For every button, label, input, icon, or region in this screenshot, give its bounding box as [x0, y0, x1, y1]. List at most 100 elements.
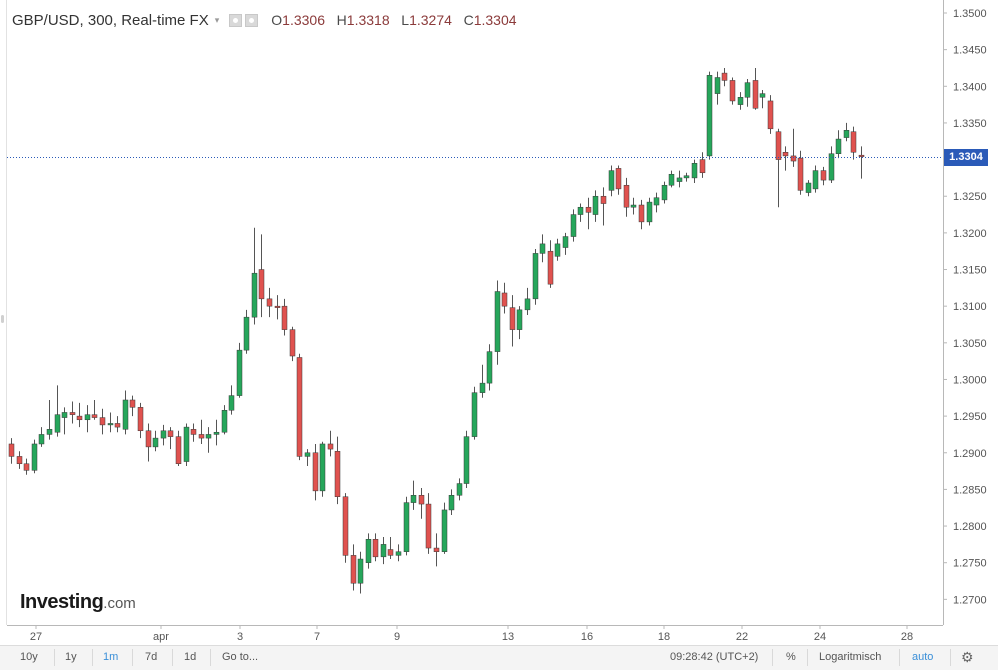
- symbol-title[interactable]: GBP/USD, 300, Real-time FX: [12, 11, 209, 29]
- candle-body-up: [463, 436, 470, 484]
- candle-body-up: [570, 214, 577, 237]
- candle-body-up: [357, 558, 364, 584]
- panel-collapse-handle[interactable]: [0, 312, 6, 326]
- candle-body-down: [433, 547, 440, 552]
- candle-body-up: [592, 195, 599, 215]
- x-tick-label: 18: [658, 631, 670, 643]
- candle-body-down: [23, 463, 30, 471]
- x-tick-label: 28: [901, 631, 913, 643]
- candle-body-down: [281, 305, 288, 330]
- candle-body-up: [668, 173, 675, 186]
- range-7d-button[interactable]: 7d: [145, 651, 158, 663]
- candle-body-up: [608, 170, 615, 191]
- candle-body-up: [38, 434, 45, 445]
- gear-icon[interactable]: [245, 13, 259, 27]
- close-value: 1.3304: [473, 12, 517, 28]
- candle-body-up: [122, 399, 129, 430]
- y-tick-label: 1.2900: [953, 448, 987, 460]
- candle-body-up: [441, 509, 448, 552]
- candle-body-down: [850, 131, 857, 153]
- candle-body-up: [380, 544, 387, 558]
- candle-body-up: [653, 197, 660, 206]
- candle-body-down: [129, 399, 136, 408]
- candle-body-up: [661, 184, 668, 201]
- candle-body-up: [54, 414, 61, 433]
- candle-body-up: [835, 138, 842, 154]
- candle-body-up: [456, 483, 463, 496]
- range-10y-button[interactable]: 10y: [20, 651, 38, 663]
- candle-body-down: [372, 538, 379, 558]
- low-label: L: [401, 12, 410, 28]
- range-1m-button[interactable]: 1m: [103, 651, 119, 663]
- y-tick-label: 1.3000: [953, 374, 987, 386]
- candle-body-down: [858, 154, 865, 157]
- candle-body-down: [16, 456, 23, 465]
- y-tick-label: 1.3200: [953, 228, 987, 240]
- x-tick-label: 16: [581, 631, 593, 643]
- candle-body-up: [61, 412, 68, 418]
- candle-body-down: [327, 443, 334, 450]
- price-chart[interactable]: 1.35001.34501.34001.33501.33001.32501.32…: [0, 0, 998, 645]
- candle-body-up: [31, 443, 38, 471]
- symbol-dropdown-caret-icon[interactable]: ▾: [214, 14, 220, 25]
- open-value: 1.3306: [282, 12, 325, 28]
- y-tick-label: 1.3050: [953, 338, 987, 350]
- chart-header: GBP/USD, 300, Real-time FX ▾ O1.3306 H1.…: [12, 10, 517, 30]
- candle-body-up: [805, 182, 812, 193]
- candle-body-down: [767, 100, 774, 130]
- candle-body-up: [410, 495, 417, 503]
- candle-body-up: [744, 82, 751, 98]
- x-tick-label: apr: [153, 631, 169, 643]
- candle-body-up: [304, 452, 311, 457]
- x-tick-label: 3: [237, 631, 243, 643]
- x-tick-label: 27: [30, 631, 42, 643]
- candle-body-up: [160, 430, 167, 439]
- candle-body-down: [350, 555, 357, 584]
- candle-body-down: [509, 307, 516, 330]
- y-tick-label: 1.3250: [953, 191, 987, 203]
- candle-body-up: [532, 253, 539, 300]
- candle-body-up: [577, 206, 584, 215]
- candle-body-down: [289, 329, 296, 357]
- y-tick-label: 1.3450: [953, 45, 987, 57]
- chart-settings-gear-icon[interactable]: ⚙: [961, 649, 974, 665]
- candle-body-up: [251, 272, 258, 318]
- candle-body-down: [729, 80, 736, 102]
- candle-body-up: [183, 426, 190, 462]
- candle-body-down: [99, 417, 106, 426]
- candle-body-up: [516, 309, 523, 330]
- candle-body-down: [69, 412, 76, 415]
- goto-date-button[interactable]: Go to...: [222, 651, 259, 663]
- toolbar-divider: [899, 649, 900, 666]
- y-tick-label: 1.2950: [953, 411, 987, 423]
- percent-scale-toggle[interactable]: %: [786, 651, 796, 663]
- candle-body-down: [623, 184, 630, 208]
- auto-scale-toggle[interactable]: auto: [912, 651, 934, 663]
- candle-body-up: [676, 177, 683, 182]
- candle-body-down: [600, 195, 607, 204]
- candle-body-down: [274, 305, 281, 308]
- candle-body-down: [547, 250, 554, 285]
- candle-body-up: [205, 434, 212, 439]
- logo-brand: Investing: [20, 591, 104, 613]
- candle-body-up: [471, 392, 478, 437]
- toolbar-divider: [172, 649, 173, 666]
- log-scale-toggle[interactable]: Logaritmisch: [819, 651, 882, 663]
- range-1d-button[interactable]: 1d: [184, 651, 197, 663]
- ohlc-readout: O1.3306 H1.3318 L1.3274 C1.3304: [271, 12, 516, 28]
- bottom-toolbar: 10y 1y 1m 7d 1d Go to... 09:28:42 (UTC+2…: [0, 645, 998, 670]
- candle-body-down: [175, 436, 182, 465]
- settings-icon[interactable]: [229, 13, 243, 27]
- y-tick-label: 1.3500: [953, 8, 987, 20]
- candle-body-down: [312, 452, 319, 492]
- candle-body-down: [638, 204, 645, 223]
- range-1y-button[interactable]: 1y: [65, 651, 77, 663]
- candle-body-down: [782, 152, 789, 157]
- candle-body-up: [812, 170, 819, 190]
- toolbar-divider: [92, 649, 93, 666]
- candle-body-down: [76, 415, 83, 421]
- y-tick-label: 1.2700: [953, 594, 987, 606]
- candle-body-down: [342, 496, 349, 556]
- candle-body-down: [167, 430, 174, 437]
